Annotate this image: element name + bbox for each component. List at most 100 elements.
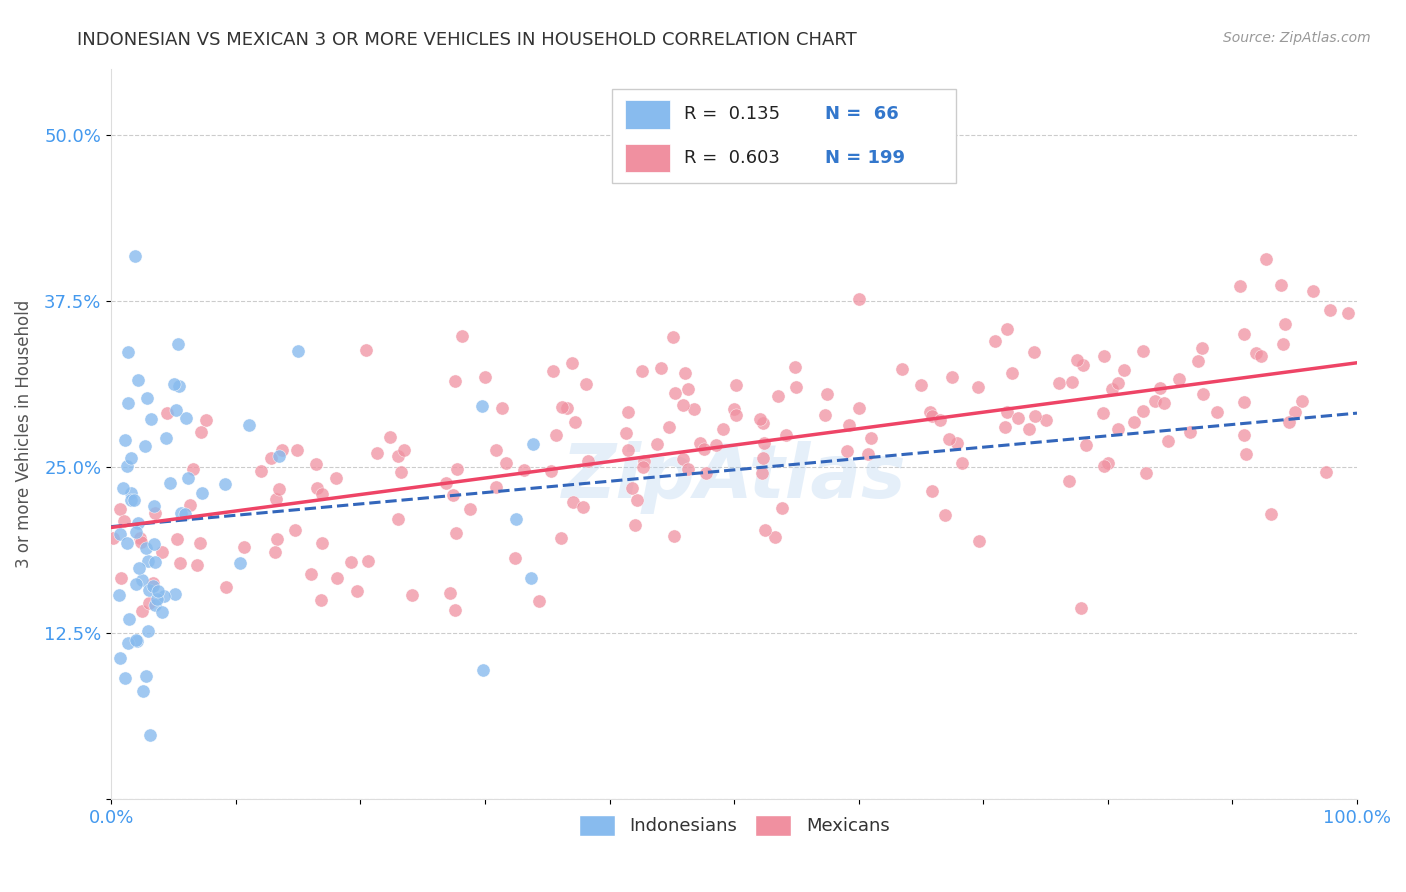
Point [491,401,513,416]
Point [263,545,285,559]
Point [910,378,932,392]
Point [115,536,138,550]
Point [724,378,747,392]
Point [1062,376,1084,390]
Point [165,403,187,417]
Point [505,511,527,525]
Point [170,506,193,520]
Point [152,605,174,619]
Point [145,506,167,520]
Point [142,576,165,591]
Point [1035,413,1057,427]
Point [264,492,287,507]
Text: ZipAtlas: ZipAtlas [562,441,907,514]
Point [114,433,136,447]
Point [920,405,942,419]
Point [176,411,198,425]
Point [1092,458,1115,473]
Point [1112,363,1135,377]
Point [380,430,402,444]
Point [561,494,583,508]
Point [1302,284,1324,298]
Point [995,405,1018,419]
Point [439,586,461,600]
Point [647,436,669,450]
Point [695,467,717,481]
Point [754,436,776,450]
Point [114,671,136,685]
Point [495,456,517,470]
Point [153,589,176,603]
Point [555,401,578,415]
Point [174,508,197,522]
Point [270,443,292,458]
Point [815,387,838,401]
Point [934,508,956,522]
Point [576,453,599,467]
Point [1254,252,1277,267]
Point [120,486,142,500]
Point [340,555,363,569]
Point [838,418,860,433]
Point [311,486,333,500]
Point [112,514,135,528]
FancyBboxPatch shape [612,89,956,183]
Point [233,541,256,555]
Point [143,555,166,569]
Point [1191,342,1213,356]
Point [215,580,238,594]
Point [984,334,1007,348]
Point [117,396,139,410]
Point [1337,306,1360,320]
Point [540,464,562,478]
Point [662,330,685,344]
Point [1291,393,1313,408]
Point [1135,467,1157,481]
Point [125,632,148,647]
Point [136,391,159,405]
Point [921,409,943,423]
Point [890,361,912,376]
Point [1270,278,1292,293]
Point [299,567,322,582]
Point [108,526,131,541]
Point [928,413,950,427]
Point [626,492,648,507]
Point [107,589,129,603]
Point [167,379,190,393]
Point [1144,393,1167,408]
Point [994,420,1017,434]
Point [283,523,305,537]
Point [143,537,166,551]
Point [434,476,457,491]
Point [1180,425,1202,439]
Point [131,573,153,587]
Point [664,385,686,400]
Point [326,571,349,585]
Point [676,383,699,397]
Point [671,399,693,413]
Point [120,493,142,508]
Point [269,450,291,464]
Point [941,370,963,384]
Point [527,594,550,608]
Point [550,531,572,545]
Point [995,322,1018,336]
Point [163,587,186,601]
Point [1101,382,1123,396]
Point [1167,372,1189,386]
Point [163,376,186,391]
Bar [626,101,671,128]
Point [633,454,655,468]
Point [110,571,132,585]
Point [387,449,409,463]
Point [356,343,378,358]
Point [127,634,149,648]
Point [1272,336,1295,351]
Point [693,442,716,456]
Point [139,412,162,426]
Point [138,595,160,609]
Point [544,428,567,442]
Point [564,415,586,429]
Point [146,584,169,599]
